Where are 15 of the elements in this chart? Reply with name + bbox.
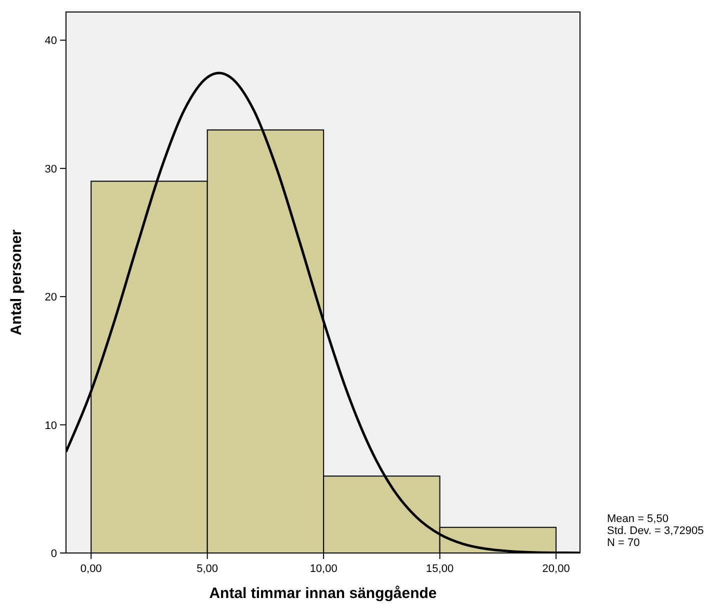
x-axis-title: Antal timmar innan sänggående — [209, 585, 437, 602]
y-tick-label: 0 — [50, 548, 57, 560]
x-tick-label: 20,00 — [542, 563, 570, 575]
y-tick-label: 20 — [44, 292, 57, 304]
text: Std. Dev. = 3,72905 — [607, 525, 704, 537]
y-tick-label: 30 — [44, 163, 57, 176]
x-tick-label: 10,00 — [310, 563, 338, 575]
y-axis-title: Antal personer — [8, 229, 25, 336]
x-tick-label: 0,00 — [80, 563, 102, 575]
x-tick-label: 15,00 — [426, 563, 454, 575]
text: N = 70 — [607, 537, 640, 549]
y-tick-label: 10 — [44, 420, 57, 432]
x-tick-label: 5,00 — [196, 563, 218, 575]
text: Mean = 5,50 — [607, 513, 668, 525]
y-tick-label: 40 — [44, 35, 57, 48]
